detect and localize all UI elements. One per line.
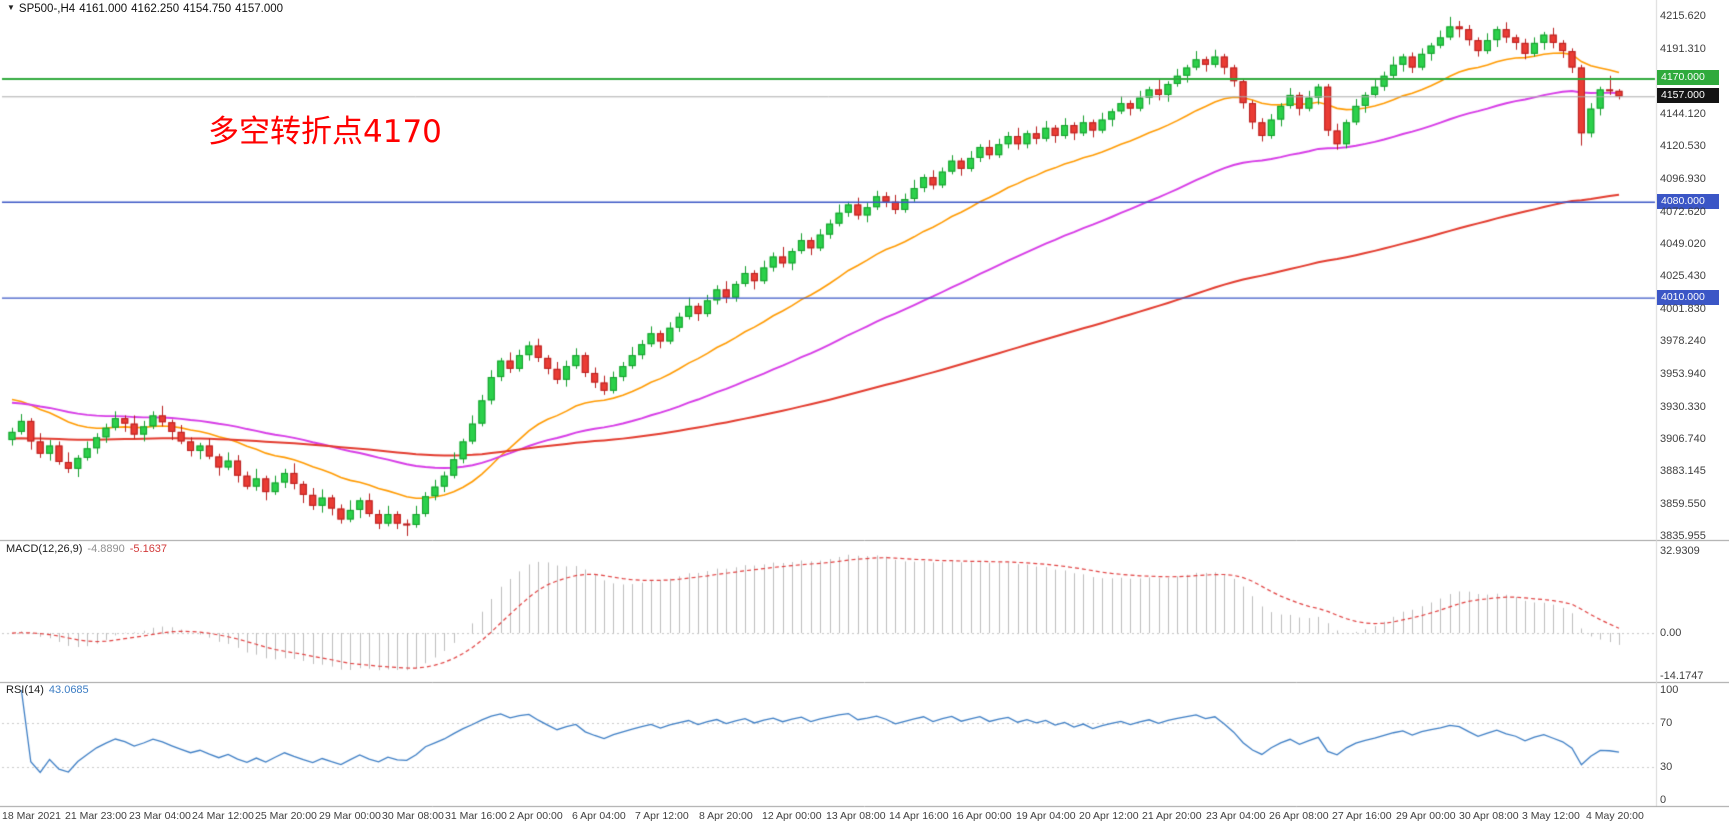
- time-axis-label: 6 Apr 04:00: [572, 810, 626, 822]
- price-axis-tick: 4215.620: [1660, 10, 1706, 22]
- price-axis-tick: 4144.120: [1660, 108, 1706, 120]
- annotation-text: 多空转折点4170: [208, 114, 442, 150]
- price-axis-tick: 3883.145: [1660, 465, 1706, 477]
- macd-indicator-label: MACD(12,26,9) -4.8890 -5.1637: [6, 543, 172, 555]
- time-axis-label: 14 Apr 16:00: [889, 810, 949, 822]
- time-axis-label: 25 Mar 20:00: [255, 810, 317, 822]
- time-axis-label: 7 Apr 12:00: [635, 810, 689, 822]
- time-axis-label: 24 Mar 12:00: [192, 810, 254, 822]
- time-axis-label: 29 Apr 00:00: [1396, 810, 1456, 822]
- rsi-indicator-label: RSI(14) 43.0685: [6, 684, 94, 696]
- time-axis-label: 16 Apr 00:00: [952, 810, 1012, 822]
- quote-close: 4157.000: [235, 3, 284, 15]
- symbol-timeframe-label: SP500-,H4: [18, 3, 76, 15]
- macd-axis-bottom: -14.1747: [1660, 670, 1704, 682]
- time-axis-label: 19 Apr 04:00: [1016, 810, 1076, 822]
- time-axis-label: 23 Apr 04:00: [1206, 810, 1266, 822]
- time-axis-label: 30 Mar 08:00: [382, 810, 444, 822]
- price-axis-tick: 4025.430: [1660, 270, 1706, 282]
- rsi-name: RSI(14): [6, 684, 44, 696]
- price-axis-tick: 3978.240: [1660, 335, 1706, 347]
- quote-high: 4162.250: [131, 3, 180, 15]
- time-axis-label: 18 Mar 2021: [2, 810, 61, 822]
- price-axis-tick: 4001.830: [1660, 303, 1706, 315]
- time-axis-label: 21 Mar 23:00: [65, 810, 127, 822]
- price-axis-tick: 3835.955: [1660, 530, 1706, 542]
- chart-header: ▼ SP500-,H4 4161.000 4162.250 4154.750 4157.0…: [7, 3, 287, 15]
- price-axis-tick: 4120.530: [1660, 140, 1706, 152]
- time-axis-label: 8 Apr 20:00: [699, 810, 753, 822]
- time-axis-label: 4 May 20:00: [1586, 810, 1644, 822]
- time-axis-label: 30 Apr 08:00: [1459, 810, 1519, 822]
- rsi-axis-tick: 100: [1660, 684, 1679, 696]
- price-axis-tick: 3859.550: [1660, 498, 1706, 510]
- symbol-marker-icon: ▼: [7, 3, 15, 12]
- price-axis-tick: 4191.310: [1660, 43, 1706, 55]
- time-axis-label: 29 Mar 00:00: [319, 810, 381, 822]
- price-axis-tick: 3953.940: [1660, 368, 1706, 380]
- rsi-value: 43.0685: [48, 684, 89, 696]
- rsi-axis-tick: 30: [1660, 761, 1673, 773]
- resistance-line-4170-badge: 4170.000: [1657, 70, 1719, 85]
- time-axis-label: 13 Apr 08:00: [826, 810, 886, 822]
- price-axis-tick: 3930.330: [1660, 401, 1706, 413]
- time-axis-label: 27 Apr 16:00: [1332, 810, 1392, 822]
- macd-axis-zero: 0.00: [1660, 627, 1682, 639]
- price-axis-tick: 4049.020: [1660, 238, 1706, 250]
- rsi-axis-tick: 70: [1660, 717, 1673, 729]
- support-line-4010-badge: 4010.000: [1657, 290, 1719, 305]
- macd-axis-top: 32.9309: [1660, 545, 1700, 557]
- time-axis-label: 21 Apr 20:00: [1142, 810, 1202, 822]
- support-line-4080-badge: 4080.000: [1657, 194, 1719, 209]
- time-axis-label: 2 Apr 00:00: [509, 810, 563, 822]
- current-price-line-4157-badge: 4157.000: [1657, 88, 1719, 103]
- macd-main-value: -4.8890: [87, 543, 125, 555]
- price-axis-tick: 3906.740: [1660, 433, 1706, 445]
- macd-signal-value: -5.1637: [129, 543, 168, 555]
- time-axis-label: 3 May 12:00: [1522, 810, 1580, 822]
- time-axis-label: 23 Mar 04:00: [129, 810, 191, 822]
- time-axis-label: 20 Apr 12:00: [1079, 810, 1139, 822]
- quote-low: 4154.750: [183, 3, 232, 15]
- price-axis-tick: 4072.620: [1660, 206, 1706, 218]
- quote-open: 4161.000: [79, 3, 128, 15]
- price-axis-tick: 4096.930: [1660, 173, 1706, 185]
- time-axis-label: 12 Apr 00:00: [762, 810, 822, 822]
- macd-name: MACD(12,26,9): [6, 543, 83, 555]
- rsi-axis-tick: 0: [1660, 794, 1667, 806]
- time-axis-label: 26 Apr 08:00: [1269, 810, 1329, 822]
- time-axis-label: 31 Mar 16:00: [445, 810, 507, 822]
